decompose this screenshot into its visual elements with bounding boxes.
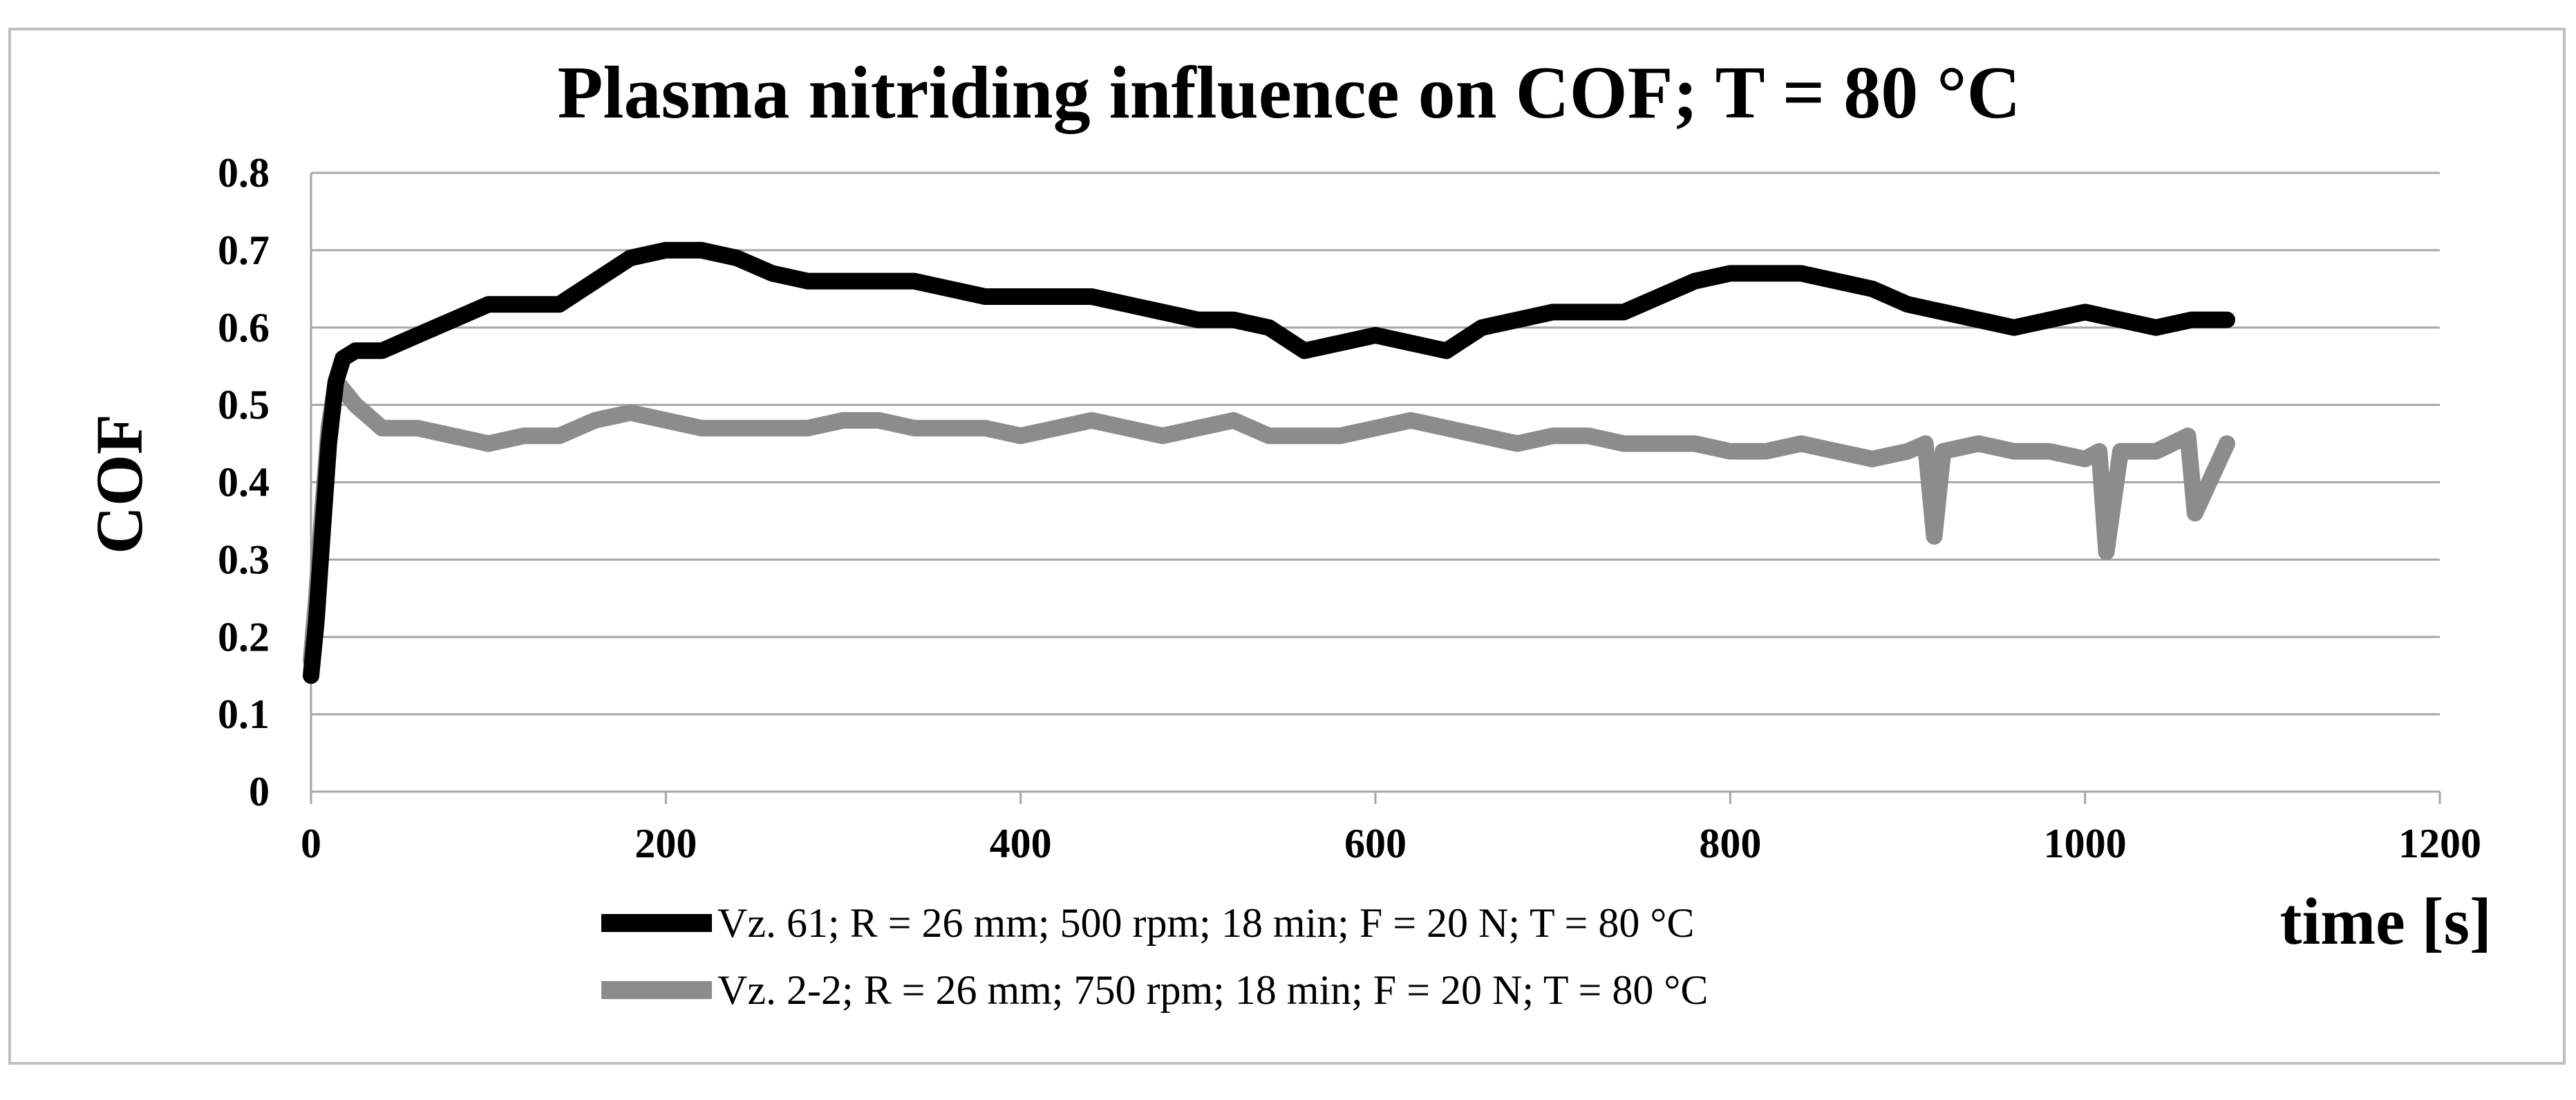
y-tick-labels: 0 0.1 0.2 0.3 0.4 0.5 0.6 0.7 0.8	[218, 150, 270, 814]
series-lines	[303, 241, 2235, 684]
y-tick-label: 0.1	[218, 691, 270, 737]
y-tick-label: 0.4	[218, 460, 270, 505]
y-tick-label: 0	[249, 769, 270, 814]
x-tick-label: 200	[634, 821, 697, 866]
x-tick-label: 400	[990, 821, 1052, 866]
x-tick-labels: 0 200 400 600 800 1000 1200	[301, 821, 2481, 866]
y-tick-label: 0.7	[218, 227, 270, 273]
chart-frame	[8, 28, 2566, 1065]
legend: Vz. 61; R = 26 mm; 500 rpm; 18 min; F = …	[601, 900, 1708, 1013]
y-tick-label: 0.6	[218, 305, 270, 351]
series-line-2	[303, 373, 2235, 669]
y-tick-label: 0.3	[218, 537, 270, 582]
legend-label-series-2: Vz. 2-2; R = 26 mm; 750 rpm; 18 min; F =…	[717, 967, 1708, 1013]
y-tick-label: 0.5	[218, 382, 270, 428]
series-line-1	[303, 241, 2235, 684]
x-tick-label: 600	[1344, 821, 1407, 866]
x-tick-label: 1200	[2398, 821, 2481, 866]
x-tick-label: 0	[301, 821, 321, 866]
y-axis-label: COF	[82, 414, 156, 554]
y-tick-label: 0.8	[218, 150, 270, 196]
y-tick-label: 0.2	[218, 614, 270, 660]
x-axis-label: time [s]	[2279, 884, 2492, 958]
x-tick-label: 1000	[2044, 821, 2127, 866]
x-tick-label: 800	[1699, 821, 1761, 866]
axes	[310, 173, 2441, 804]
legend-label-series-1: Vz. 61; R = 26 mm; 500 rpm; 18 min; F = …	[717, 900, 1694, 946]
chart-title: Plasma nitriding influence on COF; T = 8…	[558, 52, 2021, 134]
